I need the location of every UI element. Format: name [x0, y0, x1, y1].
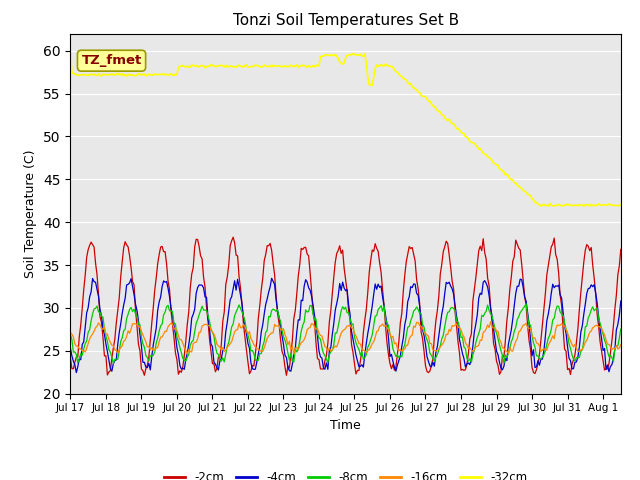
Y-axis label: Soil Temperature (C): Soil Temperature (C) [24, 149, 38, 278]
Legend: -2cm, -4cm, -8cm, -16cm, -32cm: -2cm, -4cm, -8cm, -16cm, -32cm [159, 466, 532, 480]
Title: Tonzi Soil Temperatures Set B: Tonzi Soil Temperatures Set B [232, 13, 459, 28]
Text: TZ_fmet: TZ_fmet [81, 54, 141, 67]
X-axis label: Time: Time [330, 419, 361, 432]
